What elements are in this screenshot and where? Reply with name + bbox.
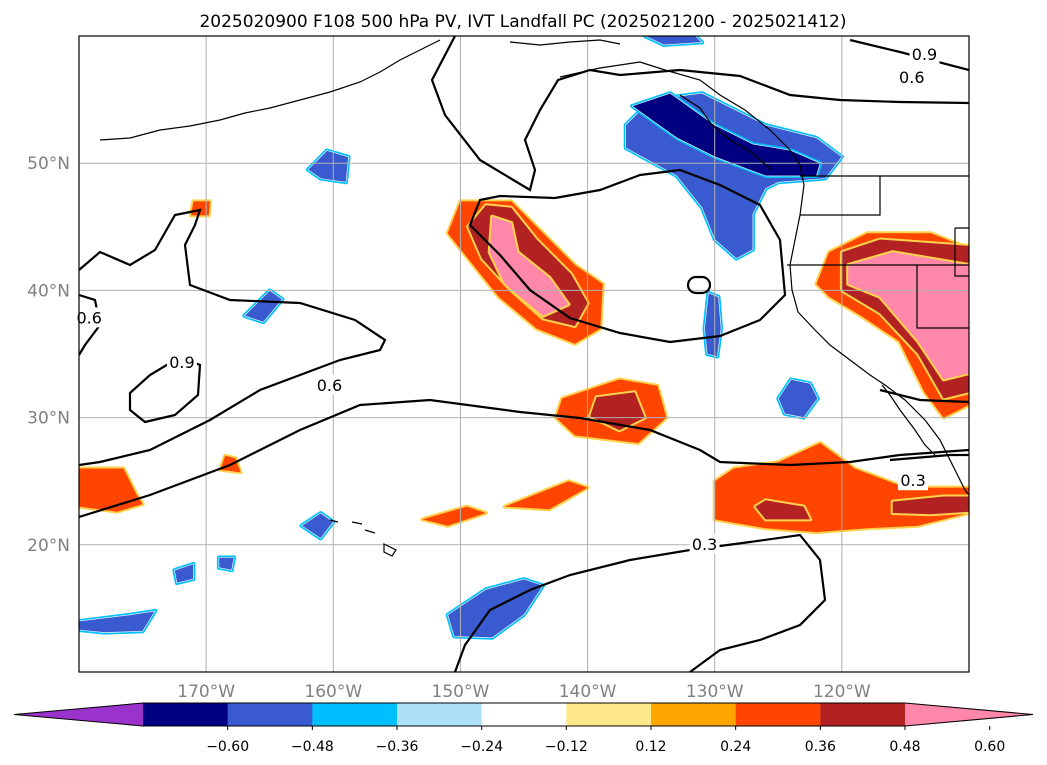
y-tick-label: 20°N bbox=[27, 536, 70, 556]
contour-label-background bbox=[898, 470, 929, 491]
pv-west-blob-2 bbox=[244, 290, 283, 323]
coastline-bc-islands bbox=[679, 94, 773, 171]
x-tick-label: 150°W bbox=[432, 682, 490, 702]
contour-label-background bbox=[314, 374, 345, 395]
contour-label: 0.6 bbox=[76, 308, 101, 327]
ivt-mid-ocean-core bbox=[590, 392, 645, 431]
x-tick-label: 130°W bbox=[686, 682, 744, 702]
contour-label-background bbox=[896, 66, 927, 87]
colorbar-tick-label: 0.60 bbox=[974, 739, 1005, 755]
colorbar-tick-label: −0.48 bbox=[291, 739, 334, 755]
coastline-hawaii bbox=[329, 519, 397, 557]
pv-north-edge bbox=[644, 36, 703, 46]
colorbar-segment bbox=[481, 703, 567, 726]
pv-sw-strip bbox=[79, 610, 156, 633]
colorbar-tick-label: 0.12 bbox=[635, 739, 666, 755]
contour-label-background bbox=[74, 307, 105, 328]
y-tick-label: 30°N bbox=[27, 409, 70, 429]
contour-line-0.3-main bbox=[79, 398, 969, 519]
colorbar-segment bbox=[312, 703, 398, 726]
contour-label: 0.3 bbox=[692, 535, 717, 554]
colorbar-segment bbox=[735, 703, 821, 726]
y-tick-label: 50°N bbox=[27, 154, 70, 174]
colorbar-segment bbox=[143, 703, 229, 726]
colorbar-segment bbox=[566, 703, 652, 726]
contour-labels-layer: 0.9 0.6 0.6 0.9 0.6 0.3 0.3 bbox=[74, 44, 940, 554]
pv-west-blob-5 bbox=[218, 557, 235, 571]
chart-title: 2025020900 F108 500 hPa PV, IVT Landfall… bbox=[199, 12, 846, 32]
contour-label: 0.6 bbox=[317, 376, 342, 395]
contour-line-0.3-east-tail bbox=[879, 388, 969, 462]
y-tick-label: 40°N bbox=[27, 281, 70, 301]
colorbar-extend-low bbox=[14, 703, 143, 726]
contour-label: 0.9 bbox=[912, 45, 937, 64]
colorbar-tick-label: −0.12 bbox=[545, 739, 588, 755]
contour-line-0.6-east bbox=[468, 168, 787, 344]
contour-label-background bbox=[909, 44, 940, 65]
colorbar-tick-label: 0.36 bbox=[805, 739, 836, 755]
coastline-aleutians bbox=[99, 39, 441, 141]
colorbar-segment bbox=[397, 703, 483, 726]
colorbar-tick-label: 0.24 bbox=[720, 739, 751, 755]
contour-line-small-loop bbox=[686, 275, 712, 295]
x-tick-label: 140°W bbox=[559, 682, 617, 702]
contour-label: 0.9 bbox=[169, 353, 194, 372]
ivt-central-core bbox=[489, 216, 569, 316]
colorbar-tick-label: −0.24 bbox=[460, 739, 503, 755]
colorbar-segment bbox=[820, 703, 906, 726]
coastline-baja bbox=[881, 384, 936, 456]
plot-frame bbox=[78, 35, 970, 673]
colorbar-tick-label: −0.36 bbox=[376, 739, 419, 755]
gridlines-layer bbox=[79, 36, 969, 672]
pv-sliver-central bbox=[704, 292, 722, 357]
contour-line-0.9-west bbox=[128, 355, 202, 424]
coastlines-layer bbox=[99, 39, 969, 557]
axis-ticks-layer: 170°W 160°W 150°W 140°W 130°W 120°W 20°N 30°N 40… bbox=[27, 154, 871, 702]
colorbar-segment bbox=[651, 703, 737, 726]
colorbar-tick-label: 0.48 bbox=[889, 739, 920, 755]
contour-line-0.9-north bbox=[849, 38, 969, 72]
ivt-west-small bbox=[190, 201, 210, 216]
pv-west-blob-1 bbox=[307, 150, 349, 183]
contour-line-0.6-west bbox=[79, 208, 387, 467]
pv-west-blob-4 bbox=[174, 563, 194, 584]
x-tick-label: 120°W bbox=[813, 682, 871, 702]
ivt-streak-2 bbox=[504, 481, 588, 510]
contour-label: 0.6 bbox=[899, 68, 924, 87]
ivt-west-edge bbox=[79, 468, 143, 512]
colorbar-outline bbox=[13, 702, 1034, 727]
colorbar-segment bbox=[227, 703, 313, 726]
ivt-ca-core bbox=[848, 252, 969, 380]
contour-label-background bbox=[689, 533, 720, 554]
contour-label-background bbox=[166, 351, 197, 372]
x-tick-label: 170°W bbox=[177, 682, 235, 702]
colorbar-tick-label: −0.60 bbox=[206, 739, 249, 755]
border-states bbox=[787, 176, 969, 329]
ivt-subtropical-core-e bbox=[892, 496, 969, 515]
pv-contours-layer bbox=[79, 36, 969, 672]
plot-background bbox=[79, 36, 969, 672]
ivt-streak-1 bbox=[422, 506, 486, 526]
contour-label: 0.3 bbox=[900, 471, 925, 490]
coastline-gulf-of-alaska bbox=[509, 39, 621, 46]
colorbar: −0.60 −0.48 −0.36 −0.24 −0.12 0.12 0.24 0.36 0.4… bbox=[13, 702, 1034, 755]
contour-line-0.3-south bbox=[453, 533, 827, 672]
ivt-subtropical-core bbox=[755, 500, 811, 520]
contour-line-0.6-north bbox=[430, 36, 969, 192]
x-tick-label: 160°W bbox=[304, 682, 362, 702]
colorbar-extend-high bbox=[905, 703, 1033, 726]
